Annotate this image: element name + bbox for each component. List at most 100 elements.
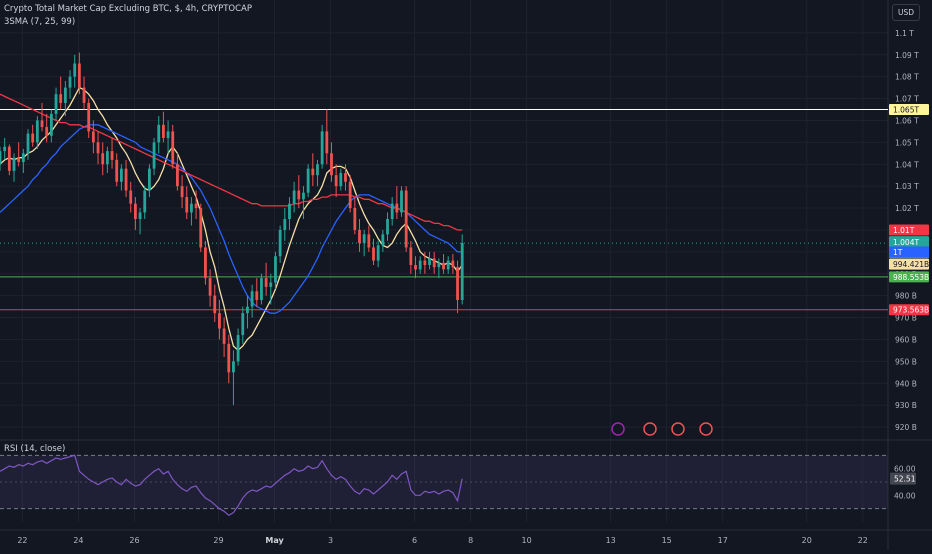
ma25-price-tag-bg xyxy=(889,246,929,258)
candle-body xyxy=(334,175,338,187)
candle-body xyxy=(274,256,277,283)
candle-body xyxy=(348,181,352,209)
ma25-price-tag: 1T xyxy=(893,248,903,257)
price-tick-label: 1.09 T xyxy=(895,51,919,60)
candle-body xyxy=(91,131,95,143)
candle-body xyxy=(320,131,324,165)
rsi-label[interactable]: RSI (14, close) xyxy=(4,444,66,454)
price-tick-label: 1.1 T xyxy=(895,29,914,38)
rsi-value-tag-bg xyxy=(890,472,916,485)
candle-body xyxy=(115,159,119,182)
candle-body xyxy=(176,164,179,187)
candle-body xyxy=(35,120,39,143)
candle-body xyxy=(390,203,394,219)
candle-body xyxy=(105,151,109,165)
rsi-band xyxy=(0,455,888,509)
candle-body xyxy=(423,260,427,265)
candle-body xyxy=(241,313,245,336)
candle-body xyxy=(400,190,403,213)
candle-body xyxy=(218,313,221,329)
candle-body xyxy=(446,260,450,270)
candle-body xyxy=(124,168,128,191)
currency-button[interactable]: USD xyxy=(892,4,920,21)
rsi-line xyxy=(0,454,463,517)
candle-body xyxy=(353,208,357,230)
candle-body xyxy=(96,142,100,154)
candle-body xyxy=(456,267,459,301)
candle-body xyxy=(63,87,67,103)
candle-body xyxy=(264,278,268,287)
candle-body xyxy=(283,219,287,230)
indicator-label[interactable]: 3SMA (7, 25, 99) xyxy=(4,17,76,27)
time-tick-label: 22 xyxy=(17,536,27,545)
candle-body xyxy=(185,197,189,213)
candle-body xyxy=(288,203,291,219)
candle-body xyxy=(31,133,35,143)
time-tick-label: 26 xyxy=(129,536,139,545)
candle-body xyxy=(199,208,203,248)
candle-body xyxy=(73,63,77,77)
candle-body xyxy=(297,190,301,200)
candle-body xyxy=(227,343,231,373)
candle-body xyxy=(143,190,147,213)
time-tick-label: 29 xyxy=(213,536,223,545)
candle-body xyxy=(339,173,343,187)
candle-body xyxy=(395,203,399,213)
earnings-event-icon xyxy=(643,422,657,436)
candle-body xyxy=(302,192,305,200)
candle-body xyxy=(133,203,137,219)
price-tick-label: 980 B xyxy=(895,292,917,301)
candle-body xyxy=(171,131,175,165)
candle-body xyxy=(250,291,254,307)
candle-body xyxy=(87,102,91,132)
candle-body xyxy=(255,291,259,301)
candle-body xyxy=(246,306,249,314)
candle-body xyxy=(119,168,123,182)
candle-body xyxy=(325,131,329,154)
candle-body xyxy=(166,131,170,138)
rsi-tick-label: 60.00 xyxy=(894,465,916,474)
candle-body xyxy=(316,164,319,176)
time-tick-label: 22 xyxy=(858,536,868,545)
candle-body xyxy=(236,335,240,362)
chart-title: Crypto Total Market Cap Excluding BTC, $… xyxy=(4,4,252,14)
candle-body xyxy=(418,260,422,270)
time-tick-label: 8 xyxy=(468,536,473,545)
candle-body xyxy=(7,146,11,171)
candle-body xyxy=(17,157,21,163)
price-tick-label: 970 B xyxy=(895,314,917,323)
candle-body xyxy=(222,328,226,344)
price-tick-label: 940 B xyxy=(895,379,917,388)
candle-body xyxy=(77,63,81,88)
time-tick-label: May xyxy=(265,536,284,545)
price-tick-label: 1.06 T xyxy=(895,116,919,125)
candle-body xyxy=(367,234,371,248)
candle-body xyxy=(204,247,207,279)
candle-body xyxy=(381,234,385,246)
candle-body xyxy=(59,94,63,103)
time-tick-label: 15 xyxy=(662,536,672,545)
support-green-price-tag: 988.553B xyxy=(893,273,929,282)
candle-body xyxy=(152,142,156,169)
time-tick-label: 13 xyxy=(606,536,616,545)
price-tick-label: 1.05 T xyxy=(895,138,919,147)
price-tick-label: 930 B xyxy=(895,401,917,410)
candle-body xyxy=(138,212,142,219)
candle-body xyxy=(0,151,2,165)
candle-body xyxy=(190,203,193,213)
price-tick-label: 950 B xyxy=(895,357,917,366)
candle-body xyxy=(306,168,310,193)
ma-line-2 xyxy=(0,124,463,314)
candle-body xyxy=(358,229,361,244)
rsi-value-tag: 52.51 xyxy=(894,475,916,484)
time-tick-label: 17 xyxy=(718,536,728,545)
candle-body xyxy=(26,133,30,154)
candle-body xyxy=(414,264,417,270)
candle-body xyxy=(232,361,235,373)
resistance-price-tag-bg xyxy=(889,104,929,115)
candle-body xyxy=(428,258,431,265)
ma7-price-tag-bg xyxy=(889,258,929,270)
candle-body xyxy=(82,87,86,103)
candle-body xyxy=(442,262,445,270)
